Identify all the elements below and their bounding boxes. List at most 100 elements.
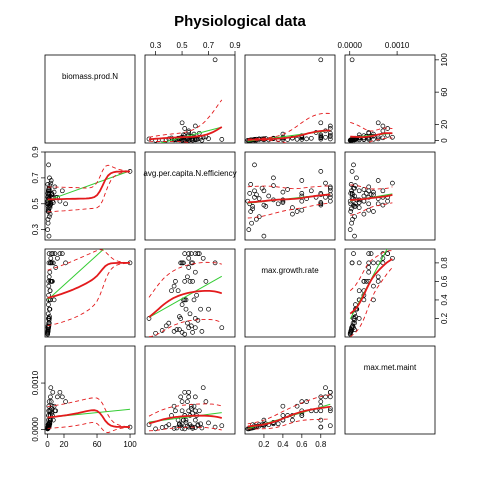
data-point bbox=[50, 389, 56, 395]
panel-frame bbox=[244, 345, 336, 435]
data-point bbox=[59, 188, 65, 194]
data-point bbox=[254, 216, 259, 222]
data-point bbox=[48, 260, 54, 266]
data-point bbox=[308, 188, 314, 194]
data-point bbox=[371, 260, 376, 266]
data-point bbox=[188, 323, 194, 329]
data-point bbox=[192, 251, 198, 256]
data-point bbox=[51, 403, 57, 409]
smoother-line bbox=[148, 290, 223, 318]
data-point bbox=[48, 399, 54, 404]
data-point bbox=[323, 134, 328, 140]
data-point bbox=[390, 134, 395, 140]
data-point bbox=[46, 323, 52, 329]
panel-frame bbox=[344, 248, 436, 338]
data-point bbox=[375, 178, 381, 183]
data-point bbox=[48, 178, 54, 183]
data-point bbox=[327, 185, 333, 191]
data-point bbox=[198, 306, 203, 312]
spread-lower-line bbox=[349, 267, 393, 337]
data-point bbox=[190, 410, 195, 416]
data-point bbox=[294, 403, 300, 409]
smoother-line bbox=[350, 132, 393, 138]
diagonal-label: max.growth.rate bbox=[261, 266, 319, 275]
data-point bbox=[47, 423, 52, 429]
data-point bbox=[323, 180, 328, 186]
data-point bbox=[366, 201, 372, 207]
data-point bbox=[186, 389, 192, 395]
data-point bbox=[195, 422, 201, 428]
data-point bbox=[192, 394, 198, 400]
spread-upper-line bbox=[350, 184, 393, 190]
data-point bbox=[181, 417, 186, 423]
data-point bbox=[248, 209, 254, 214]
panel-avg.per.capita.N.efficiency-vs-max.met.maint bbox=[344, 151, 436, 241]
data-point bbox=[252, 162, 257, 168]
data-point bbox=[185, 274, 190, 280]
panel-max.growth.rate-vs-max.met.maint bbox=[344, 248, 436, 338]
data-point bbox=[203, 279, 209, 284]
data-point bbox=[47, 306, 53, 312]
data-point bbox=[192, 417, 198, 423]
data-point bbox=[380, 128, 386, 134]
linear-fit-line bbox=[47, 170, 131, 201]
data-point bbox=[294, 136, 300, 142]
data-point bbox=[198, 421, 203, 427]
data-point bbox=[47, 288, 53, 294]
smoother-line bbox=[349, 258, 393, 315]
data-point bbox=[271, 175, 276, 181]
data-point bbox=[368, 251, 374, 256]
smoother-line bbox=[47, 409, 130, 428]
panel-frame bbox=[244, 54, 336, 144]
data-point bbox=[318, 120, 324, 126]
panel-max.met.maint-vs-max.met.maint: max.met.maint bbox=[344, 345, 436, 435]
data-point bbox=[353, 306, 358, 312]
panel-avg.per.capita.N.efficiency-vs-avg.per.capita.N.efficiency: avg.per.capita.N.efficiency bbox=[143, 151, 237, 241]
panel-frame bbox=[244, 151, 336, 241]
data-point bbox=[366, 188, 372, 194]
data-point bbox=[327, 394, 333, 400]
data-point bbox=[371, 209, 376, 214]
diagonal-label: avg.per.capita.N.efficiency bbox=[143, 169, 236, 178]
data-point bbox=[385, 251, 390, 256]
smoother-line bbox=[247, 129, 331, 141]
data-point bbox=[356, 288, 362, 294]
bottom-tick-label: 0.6 bbox=[296, 440, 308, 449]
data-point bbox=[190, 260, 195, 266]
data-point bbox=[327, 389, 333, 395]
data-point bbox=[47, 183, 53, 188]
data-point bbox=[366, 251, 372, 256]
data-point bbox=[199, 425, 205, 431]
data-point bbox=[188, 424, 194, 429]
data-point bbox=[46, 185, 52, 191]
data-point bbox=[327, 123, 333, 129]
data-point bbox=[327, 408, 333, 414]
data-point bbox=[46, 162, 51, 168]
data-point bbox=[348, 206, 354, 212]
spread-lower-line bbox=[47, 171, 131, 213]
data-point bbox=[248, 182, 254, 187]
spread-upper-line bbox=[247, 112, 331, 140]
data-point bbox=[46, 283, 52, 289]
data-point bbox=[318, 134, 324, 140]
data-point bbox=[275, 421, 281, 427]
data-point bbox=[361, 193, 367, 199]
data-point bbox=[371, 136, 376, 142]
panel-grid: biomass.prod.N avg.per.capita.N.efficienc… bbox=[44, 54, 436, 435]
data-point bbox=[196, 408, 202, 414]
data-point bbox=[48, 255, 54, 261]
data-point bbox=[59, 394, 65, 400]
data-point bbox=[318, 202, 324, 208]
top-tick-label: 0.5 bbox=[176, 41, 188, 50]
data-point bbox=[48, 408, 54, 414]
smoother-line bbox=[350, 193, 393, 201]
data-point bbox=[190, 330, 195, 335]
data-point bbox=[49, 191, 55, 196]
panel-biomass.prod.N-vs-biomass.prod.N: biomass.prod.N bbox=[44, 54, 136, 144]
data-point bbox=[294, 209, 300, 214]
right-tick-label: 0 bbox=[440, 138, 449, 143]
data-point bbox=[266, 193, 272, 199]
data-point bbox=[323, 194, 328, 200]
panel-frame bbox=[344, 151, 436, 241]
data-point bbox=[187, 311, 193, 317]
